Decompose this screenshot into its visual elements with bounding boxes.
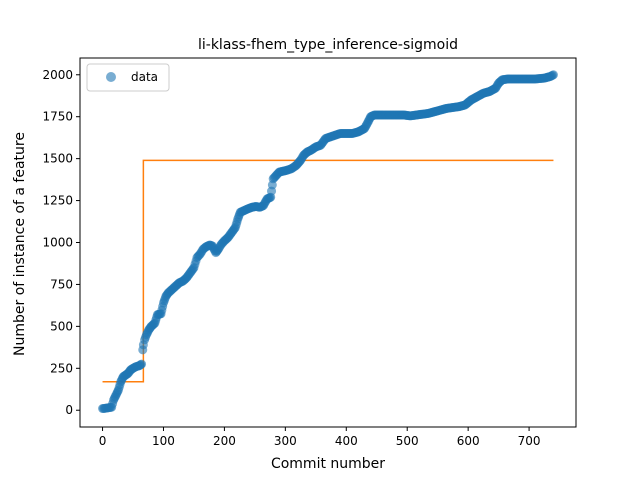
data-point (548, 70, 558, 80)
y-tick-label: 0 (65, 403, 73, 417)
axes-background (80, 58, 576, 427)
y-axis-label: Number of instance of a feature (12, 132, 28, 356)
y-axis-ticks: 0 250 500 750 1000 1250 1500 1750 2000 (42, 68, 80, 417)
x-tick-label: 300 (274, 434, 297, 448)
y-tick-label: 750 (50, 277, 73, 291)
y-tick-label: 250 (50, 361, 73, 375)
data-points-layer (98, 70, 558, 414)
x-tick-label: 500 (396, 434, 419, 448)
x-tick-label: 700 (518, 434, 541, 448)
x-tick-label: 200 (213, 434, 236, 448)
y-tick-label: 1750 (42, 110, 73, 124)
x-axis-ticks: 0 100 200 300 400 500 600 700 (99, 427, 541, 448)
data-point (137, 359, 147, 369)
legend-box (86, 63, 170, 92)
chart-title: li-klass-fhem_type_inference-sigmoid (198, 37, 458, 53)
x-tick-label: 100 (152, 434, 175, 448)
plot-area (79, 57, 577, 428)
x-tick-label: 600 (457, 434, 480, 448)
y-tick-label: 500 (50, 319, 73, 333)
y-tick-label: 2000 (42, 68, 73, 82)
x-tick-label: 0 (99, 434, 107, 448)
y-tick-label: 1250 (42, 194, 73, 208)
legend-label-data: data (131, 70, 158, 84)
x-tick-label: 400 (335, 434, 358, 448)
legend-marker-data (106, 72, 116, 82)
y-tick-label: 1500 (42, 152, 73, 166)
legend: data (86, 63, 170, 92)
y-tick-label: 1000 (42, 236, 73, 250)
x-axis-label: Commit number (271, 456, 385, 472)
